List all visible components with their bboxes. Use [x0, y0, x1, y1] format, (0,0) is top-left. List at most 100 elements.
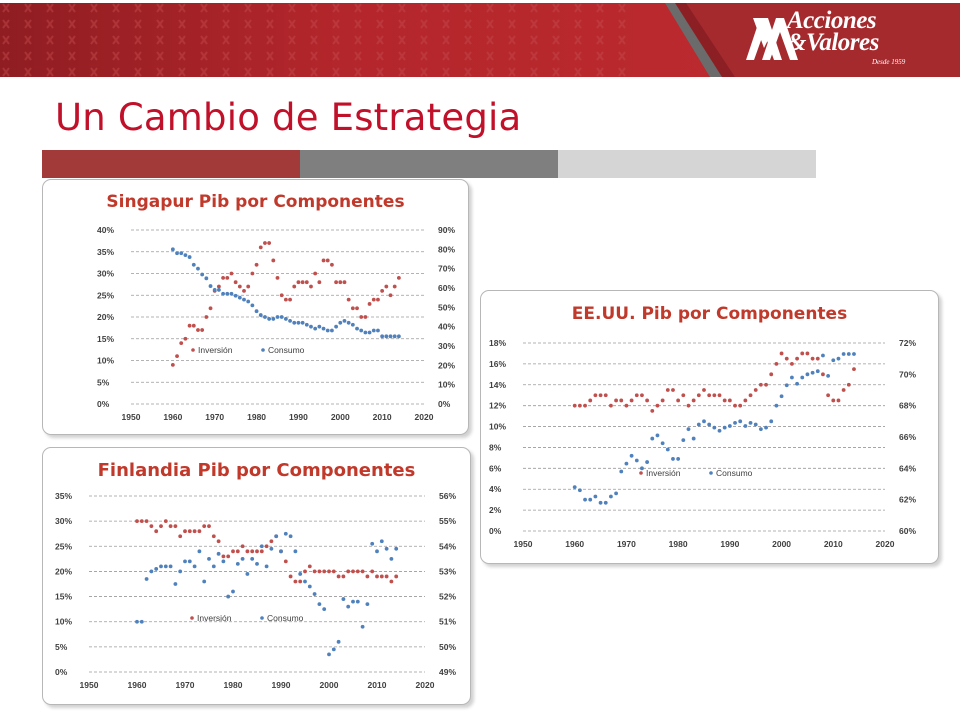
- data-point-consumo: [396, 334, 401, 339]
- data-point-consumo: [246, 299, 251, 304]
- data-point-inversion: [309, 284, 313, 289]
- chart-singapur: Singapur Pib por Componentes 0% 5% 10% 15% 20…: [42, 179, 469, 435]
- data-point-inversion: [254, 262, 259, 267]
- legend-label: Inversión: [646, 468, 681, 478]
- data-point-consumo: [225, 291, 230, 296]
- data-point-consumo: [671, 457, 675, 461]
- data-point-inversion: [389, 579, 394, 584]
- data-point-inversion: [707, 393, 712, 398]
- data-point-inversion: [831, 398, 836, 403]
- data-point-inversion: [346, 569, 351, 574]
- chart-title: Finlandia Pib por Componentes: [98, 460, 416, 481]
- data-point-inversion: [163, 519, 168, 524]
- data-point-inversion: [634, 393, 639, 398]
- data-point-inversion: [334, 280, 338, 285]
- data-point-inversion: [263, 241, 267, 245]
- data-point-inversion: [208, 306, 213, 311]
- y-right-tick-label: 53%: [439, 566, 456, 576]
- x-tick-label: 2020: [415, 412, 434, 422]
- x-tick-label: 1990: [720, 539, 739, 549]
- data-point-consumo: [255, 561, 259, 566]
- data-point-inversion: [743, 398, 748, 403]
- legend-label: Consumo: [267, 613, 304, 623]
- data-point-inversion: [200, 328, 205, 332]
- data-point-consumo: [707, 422, 712, 427]
- data-point-consumo: [350, 322, 355, 327]
- data-point-consumo: [355, 599, 360, 604]
- data-point-inversion: [384, 574, 389, 579]
- data-point-inversion: [733, 403, 737, 408]
- data-point-inversion: [351, 569, 355, 574]
- data-point-inversion: [183, 529, 187, 534]
- data-point-consumo: [178, 569, 183, 574]
- y-left-tick-label: 10%: [97, 356, 114, 366]
- x-tick-label: 2000: [331, 412, 350, 422]
- data-point-consumo: [191, 262, 196, 267]
- data-point-inversion: [175, 354, 179, 359]
- x-tick-label: 1970: [617, 539, 636, 549]
- data-point-consumo: [370, 541, 375, 546]
- data-point-consumo: [204, 276, 209, 281]
- data-point-inversion: [583, 403, 587, 408]
- data-point-consumo: [691, 436, 696, 441]
- data-point-inversion: [815, 356, 820, 361]
- data-point-consumo: [163, 564, 168, 569]
- data-point-consumo: [614, 491, 618, 496]
- data-point-inversion: [727, 398, 732, 403]
- data-point-inversion: [572, 403, 577, 408]
- x-tick-label: 1980: [224, 680, 243, 690]
- data-point-inversion: [250, 549, 255, 554]
- data-point-consumo: [790, 375, 794, 380]
- y-right-tick-label: 50%: [439, 642, 456, 652]
- data-point-consumo: [208, 284, 213, 288]
- data-point-inversion: [192, 529, 197, 534]
- data-point-inversion: [640, 393, 644, 398]
- data-point-consumo: [389, 556, 394, 561]
- y-right-tick-label: 80%: [438, 244, 455, 254]
- header-banner: Acciones &Valores Desde 1959: [0, 0, 960, 80]
- data-point-inversion: [614, 398, 618, 403]
- data-point-consumo: [221, 559, 226, 564]
- data-point-consumo: [346, 604, 351, 609]
- data-point-consumo: [640, 466, 644, 471]
- x-tick-label: 1960: [163, 412, 182, 422]
- logo-line-1: Acciones: [787, 7, 877, 34]
- data-point-consumo: [743, 424, 748, 428]
- data-point-consumo: [846, 352, 851, 356]
- data-point-inversion: [341, 574, 346, 579]
- data-point-inversion: [790, 361, 794, 366]
- data-point-inversion: [240, 544, 245, 549]
- data-point-consumo: [603, 500, 608, 505]
- data-point-consumo: [852, 352, 856, 356]
- data-point-inversion: [144, 519, 149, 524]
- data-point-consumo: [245, 572, 250, 576]
- data-point-inversion: [841, 388, 846, 392]
- data-point-inversion: [216, 539, 221, 544]
- data-point-inversion: [139, 519, 144, 524]
- data-point-inversion: [779, 351, 784, 356]
- data-point-inversion: [259, 549, 264, 554]
- data-point-inversion: [300, 280, 305, 285]
- data-point-consumo: [159, 564, 163, 569]
- x-tick-label: 2010: [368, 680, 387, 690]
- data-point-consumo: [598, 500, 603, 505]
- data-point-inversion: [264, 544, 269, 549]
- data-point-inversion: [170, 362, 175, 367]
- data-point-consumo: [629, 453, 634, 458]
- data-point-consumo: [263, 315, 267, 319]
- data-point-inversion: [179, 341, 184, 345]
- data-point-inversion: [665, 388, 670, 392]
- data-point-inversion: [609, 403, 613, 408]
- legend-marker: [261, 348, 265, 352]
- x-tick-label: 1970: [176, 680, 195, 690]
- data-point-consumo: [187, 559, 192, 564]
- data-point-inversion: [826, 393, 831, 398]
- data-point-consumo: [179, 251, 184, 256]
- data-point-inversion: [237, 284, 242, 289]
- data-point-consumo: [217, 288, 221, 292]
- data-point-inversion: [774, 361, 779, 366]
- data-point-inversion: [379, 574, 384, 579]
- data-point-consumo: [815, 369, 820, 374]
- data-point-consumo: [212, 288, 217, 292]
- data-point-consumo: [779, 394, 784, 399]
